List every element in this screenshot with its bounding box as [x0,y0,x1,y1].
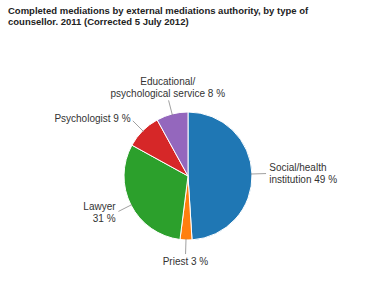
slice-label-line: psychological service 8 % [111,88,226,99]
title: Completed mediations by external mediati… [8,5,309,27]
labels: Social/healthinstitution 49 % Priest 3 % L… [54,76,337,267]
slice-label-line: Educational/ [140,76,195,87]
leader-line [185,239,186,254]
slice-label: Social/healthinstitution 49 % [269,162,337,185]
chart: Completed mediations by external mediati… [0,0,384,306]
pie [124,112,252,240]
title-line: counsellor. 2011 (Corrected 5 July 2012) [8,16,189,27]
slice-label: Lawyer31 % [83,201,116,224]
slice-label-line: institution 49 % [269,174,337,185]
leader-line [251,173,266,174]
slice [188,112,252,240]
slice-label-line: Social/health [269,162,326,173]
leader-line [169,100,173,115]
slice [157,112,188,176]
leader-line [118,204,132,211]
slice-label-line: 31 % [93,213,116,224]
slice-label: Priest 3 % [163,256,209,267]
slice-label: Educational/psychological service 8 % [111,76,226,99]
title-line: Completed mediations by external mediati… [8,5,309,16]
slice-label-line: Lawyer [83,201,116,212]
leader-line [133,121,144,132]
slice-label-line: Psychologist 9 % [54,113,130,124]
slice-label: Psychologist 9 % [54,113,130,124]
slice-label-line: Priest 3 % [163,256,209,267]
